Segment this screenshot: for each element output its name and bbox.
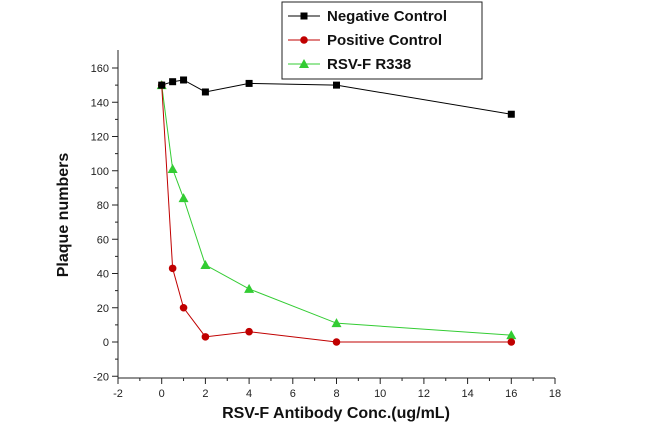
- data-point: [507, 338, 516, 346]
- x-tick-label: 12: [418, 388, 430, 400]
- y-tick-label: 80: [97, 200, 109, 212]
- y-tick-label: 0: [103, 337, 109, 349]
- x-axis-title: RSV-F Antibody Conc.(ug/mL): [222, 405, 450, 422]
- data-point: [507, 110, 515, 118]
- legend-label: RSV-F R338: [327, 56, 411, 73]
- legend: Negative Control Positive Control RSV-F R3…: [281, 1, 483, 80]
- y-tick-label: 60: [97, 234, 109, 246]
- y-tick-label: 160: [91, 63, 109, 75]
- y-tick-label: 20: [97, 303, 109, 315]
- series-line: [161, 85, 512, 336]
- x-tick-label: 8: [333, 388, 339, 400]
- data-point: [180, 76, 188, 84]
- x-tick-label: 2: [202, 388, 208, 400]
- data-point: [158, 81, 166, 89]
- data-point: [332, 338, 341, 346]
- legend-marker: [300, 12, 308, 20]
- x-tick-label: -2: [113, 388, 123, 400]
- y-tick-label: 120: [91, 132, 109, 144]
- series-positive-control: [157, 81, 516, 346]
- y-tick-label: 140: [91, 97, 109, 109]
- x-tick-label: 18: [549, 388, 561, 400]
- data-point: [200, 259, 211, 269]
- x-tick-label: 0: [159, 388, 165, 400]
- data-point: [201, 88, 209, 96]
- x-tick-label: 10: [374, 388, 386, 400]
- data-point: [506, 330, 517, 340]
- data-point: [244, 283, 255, 293]
- legend-entries: Negative Control Positive Control RSV-F R3…: [288, 8, 447, 73]
- data-point: [169, 78, 177, 86]
- data-point: [331, 318, 342, 328]
- data-point: [179, 303, 188, 312]
- data-point: [168, 264, 177, 273]
- y-axis-title: Plaque numbers: [55, 153, 72, 278]
- x-tick-label: 16: [505, 388, 517, 400]
- legend-label: Negative Control: [327, 8, 447, 25]
- series-layer: [156, 76, 517, 346]
- data-point: [333, 81, 340, 89]
- x-tick-label: 14: [461, 388, 473, 400]
- data-point: [245, 79, 253, 87]
- y-tick-label: 40: [97, 269, 109, 281]
- data-point: [178, 193, 189, 203]
- y-tick-group: -20 0 20 40 60 80 100 120 140 160: [91, 63, 118, 383]
- series-line: [161, 85, 512, 343]
- data-point: [245, 327, 253, 336]
- x-tick-label: 4: [246, 388, 252, 400]
- data-point: [167, 164, 178, 174]
- series-negative-control: [158, 76, 515, 118]
- legend-label: Positive Control: [327, 32, 442, 49]
- data-point: [201, 333, 210, 341]
- x-tick-label: 6: [290, 388, 296, 400]
- series-rsv-f-r338: [156, 80, 517, 340]
- y-tick-label: -20: [93, 371, 109, 383]
- legend-marker: [299, 59, 309, 68]
- legend-marker: [300, 36, 308, 44]
- x-tick-group: -2 0 2 4 6 8 10 12 14 16 18: [113, 378, 561, 400]
- plot-frame: [117, 50, 555, 379]
- y-tick-label: 100: [91, 166, 109, 178]
